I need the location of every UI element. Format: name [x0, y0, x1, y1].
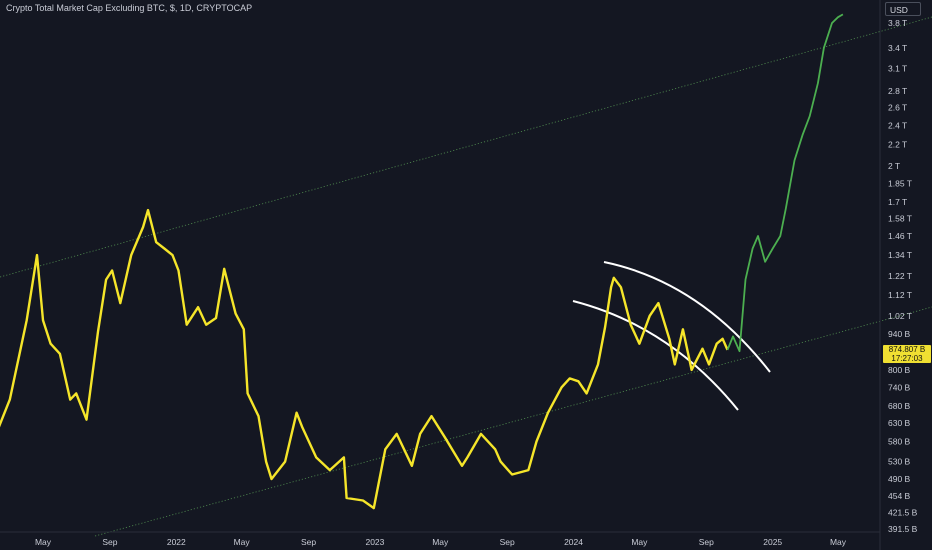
price-axis-tick: 3.1 T: [888, 63, 907, 73]
price-axis-tick: 2 T: [888, 161, 900, 171]
price-axis[interactable]: 3.8 T 3.4 T 3.1 T 2.8 T 2.6 T 2.4 T 2.2 T 2 T 1.…: [888, 18, 918, 534]
price-series-line-2: [726, 13, 844, 353]
price-axis-tick: 580 B: [888, 436, 911, 446]
price-axis-tick: 680 B: [888, 401, 911, 411]
price-axis-tick: 1.12 T: [888, 290, 912, 300]
time-axis-tick: Sep: [102, 537, 117, 547]
channel-lower-curve: [572, 300, 739, 411]
last-price-value: 874.807 B: [888, 345, 926, 354]
price-axis-tick: 3.4 T: [888, 43, 907, 53]
time-axis[interactable]: May Sep 2022 May Sep 2023 May Sep 2024 May Sep 2025…: [35, 537, 847, 547]
price-series-line-1: [0, 208, 729, 510]
last-price-tag: 874.807 B 17:27:03: [883, 345, 931, 363]
time-axis-tick: Sep: [699, 537, 714, 547]
price-axis-tick: 490 B: [888, 474, 911, 484]
time-axis-tick: May: [432, 537, 449, 547]
time-axis-tick: Sep: [301, 537, 316, 547]
chart-title: Crypto Total Market Cap Excluding BTC, $…: [6, 3, 253, 13]
price-axis-tick: 454 B: [888, 491, 911, 501]
bar-countdown: 17:27:03: [891, 354, 923, 363]
price-axis-tick: 740 B: [888, 382, 911, 392]
price-axis-tick: 1.7 T: [888, 197, 907, 207]
channel-upper-curve: [603, 261, 771, 373]
time-axis-tick: May: [234, 537, 251, 547]
time-axis-tick: 2023: [365, 537, 384, 547]
lower-trend-line: [94, 306, 932, 537]
time-axis-tick: 2024: [564, 537, 583, 547]
time-axis-tick: 2022: [167, 537, 186, 547]
price-axis-tick: 1.34 T: [888, 250, 912, 260]
time-axis-tick: 2025: [763, 537, 782, 547]
time-axis-tick: May: [631, 537, 648, 547]
price-axis-tick: 630 B: [888, 418, 911, 428]
price-series: [0, 13, 844, 510]
price-axis-tick: 1.46 T: [888, 231, 912, 241]
upper-trend-line: [0, 16, 932, 278]
price-axis-tick: 391.5 B: [888, 524, 918, 534]
price-axis-tick: 1.22 T: [888, 271, 912, 281]
time-axis-tick: May: [35, 537, 52, 547]
price-axis-tick: 530 B: [888, 457, 911, 467]
descending-channel: [572, 261, 771, 411]
price-axis-tick: 2.4 T: [888, 120, 907, 130]
time-axis-tick: Sep: [500, 537, 515, 547]
price-axis-tick: 2.6 T: [888, 102, 907, 112]
price-axis-tick: 421.5 B: [888, 508, 918, 518]
price-axis-tick: 800 B: [888, 365, 911, 375]
price-axis-tick: 1.58 T: [888, 213, 912, 223]
price-axis-tick: 1.02 T: [888, 311, 912, 321]
price-axis-tick: 2.2 T: [888, 140, 907, 150]
price-axis-tick: 1.85 T: [888, 178, 912, 188]
price-axis-tick: 940 B: [888, 329, 911, 339]
trend-lines: [0, 16, 932, 537]
price-axis-tick: 3.8 T: [888, 18, 907, 28]
currency-button[interactable]: USD: [885, 2, 921, 16]
price-axis-tick: 2.8 T: [888, 86, 907, 96]
time-axis-tick: May: [830, 537, 847, 547]
